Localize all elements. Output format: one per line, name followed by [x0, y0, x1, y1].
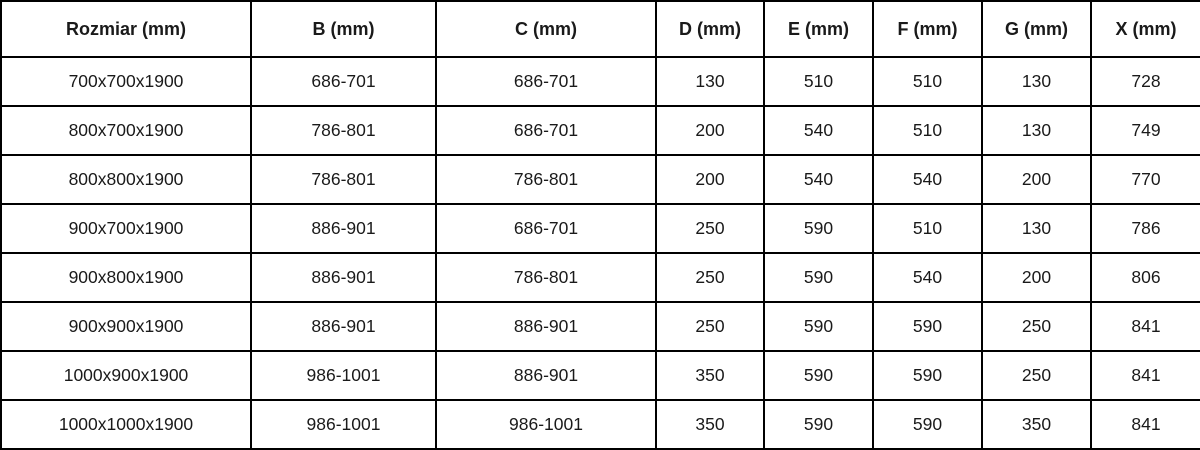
table-cell: 540 — [763, 154, 874, 205]
table-cell: 590 — [763, 350, 874, 401]
table-cell: 200 — [981, 252, 1092, 303]
table-row: 1000x1000x1900 986-1001 986-1001 350 590 590 3… — [0, 399, 1200, 450]
table-cell: 841 — [1090, 301, 1200, 352]
table-cell: 590 — [763, 252, 874, 303]
table-cell: 900x900x1900 — [0, 301, 252, 352]
table-cell: 786-801 — [435, 252, 657, 303]
table-cell: 886-901 — [435, 301, 657, 352]
table-cell: 250 — [981, 350, 1092, 401]
table-cell: 886-901 — [435, 350, 657, 401]
table-cell: 749 — [1090, 105, 1200, 156]
table-cell: 590 — [872, 350, 983, 401]
table-cell: 590 — [763, 301, 874, 352]
table-cell: 590 — [872, 399, 983, 450]
table-cell: 200 — [981, 154, 1092, 205]
table-body: 700x700x1900 686-701 686-701 130 510 510 130 72… — [0, 56, 1200, 450]
table-cell: 686-701 — [250, 56, 437, 107]
table-row: 1000x900x1900 986-1001 886-901 350 590 590 250… — [0, 350, 1200, 401]
table-cell: 590 — [763, 399, 874, 450]
column-header-c: C (mm) — [435, 0, 657, 58]
table-cell: 540 — [872, 154, 983, 205]
table-cell: 510 — [763, 56, 874, 107]
table-cell: 786-801 — [435, 154, 657, 205]
table-cell: 130 — [981, 105, 1092, 156]
column-header-rozmiar: Rozmiar (mm) — [0, 0, 252, 58]
table-cell: 800x800x1900 — [0, 154, 252, 205]
table-cell: 986-1001 — [435, 399, 657, 450]
table-cell: 728 — [1090, 56, 1200, 107]
table-cell: 686-701 — [435, 105, 657, 156]
table-cell: 250 — [655, 252, 765, 303]
table-cell: 350 — [981, 399, 1092, 450]
table-cell: 1000x900x1900 — [0, 350, 252, 401]
table-cell: 540 — [763, 105, 874, 156]
table-row: 900x900x1900 886-901 886-901 250 590 590 250 84… — [0, 301, 1200, 352]
table-cell: 986-1001 — [250, 399, 437, 450]
table-cell: 886-901 — [250, 203, 437, 254]
table-cell: 786-801 — [250, 154, 437, 205]
table-cell: 200 — [655, 154, 765, 205]
table-row: 700x700x1900 686-701 686-701 130 510 510 130 72… — [0, 56, 1200, 107]
column-header-d: D (mm) — [655, 0, 765, 58]
column-header-x: X (mm) — [1090, 0, 1200, 58]
table-cell: 686-701 — [435, 56, 657, 107]
table-cell: 130 — [655, 56, 765, 107]
table-cell: 841 — [1090, 399, 1200, 450]
table-cell: 686-701 — [435, 203, 657, 254]
table-row: 900x800x1900 886-901 786-801 250 590 540 200 80… — [0, 252, 1200, 303]
table-cell: 540 — [872, 252, 983, 303]
table-cell: 510 — [872, 203, 983, 254]
column-header-g: G (mm) — [981, 0, 1092, 58]
table-cell: 700x700x1900 — [0, 56, 252, 107]
table-cell: 800x700x1900 — [0, 105, 252, 156]
table-cell: 130 — [981, 203, 1092, 254]
table-cell: 886-901 — [250, 252, 437, 303]
table-cell: 130 — [981, 56, 1092, 107]
table-cell: 250 — [655, 301, 765, 352]
table-cell: 986-1001 — [250, 350, 437, 401]
table-cell: 900x700x1900 — [0, 203, 252, 254]
table-cell: 200 — [655, 105, 765, 156]
table-cell: 806 — [1090, 252, 1200, 303]
table-cell: 250 — [655, 203, 765, 254]
table-cell: 886-901 — [250, 301, 437, 352]
table-row: 800x700x1900 786-801 686-701 200 540 510 130 74… — [0, 105, 1200, 156]
table-cell: 510 — [872, 56, 983, 107]
table-cell: 510 — [872, 105, 983, 156]
column-header-f: F (mm) — [872, 0, 983, 58]
table-cell: 786-801 — [250, 105, 437, 156]
table-cell: 770 — [1090, 154, 1200, 205]
table-header: Rozmiar (mm) B (mm) C (mm) D (mm) E (mm)… — [0, 0, 1200, 58]
table-cell: 590 — [763, 203, 874, 254]
table-cell: 350 — [655, 350, 765, 401]
column-header-b: B (mm) — [250, 0, 437, 58]
table-row: 800x800x1900 786-801 786-801 200 540 540 200 77… — [0, 154, 1200, 205]
table-cell: 350 — [655, 399, 765, 450]
table-cell: 786 — [1090, 203, 1200, 254]
table-cell: 250 — [981, 301, 1092, 352]
table-row: 900x700x1900 886-901 686-701 250 590 510 130 78… — [0, 203, 1200, 254]
table-cell: 900x800x1900 — [0, 252, 252, 303]
table-header-row: Rozmiar (mm) B (mm) C (mm) D (mm) E (mm)… — [0, 0, 1200, 58]
table-cell: 841 — [1090, 350, 1200, 401]
table-cell: 590 — [872, 301, 983, 352]
column-header-e: E (mm) — [763, 0, 874, 58]
table-cell: 1000x1000x1900 — [0, 399, 252, 450]
